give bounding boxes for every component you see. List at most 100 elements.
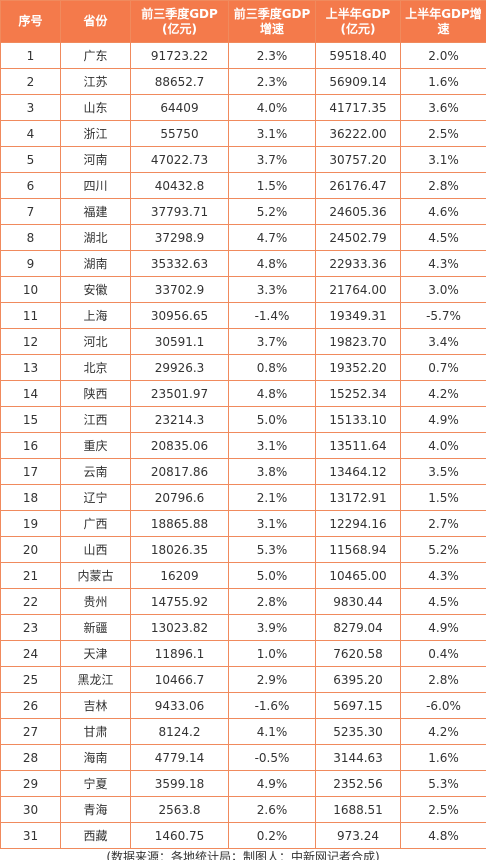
- table-row: 9 湖南 35332.63 4.8% 22933.36 4.3%: [0, 250, 486, 277]
- table-cell: 5: [0, 146, 61, 173]
- table-cell: 40432.8: [130, 172, 229, 199]
- table-cell: 25: [0, 666, 61, 693]
- table-cell: 5.0%: [228, 562, 316, 589]
- table-cell: 河北: [60, 328, 131, 355]
- table-cell: 重庆: [60, 432, 131, 459]
- table-cell: 1.6%: [400, 744, 486, 771]
- table-cell: 江苏: [60, 68, 131, 95]
- table-cell: 88652.7: [130, 68, 229, 95]
- table-row: 30 青海 2563.8 2.6% 1688.51 2.5%: [0, 796, 486, 823]
- table-cell: 0.4%: [400, 640, 486, 667]
- table-cell: 甘肃: [60, 718, 131, 745]
- table-cell: 26: [0, 692, 61, 719]
- table-cell: 11896.1: [130, 640, 229, 667]
- table-cell: -6.0%: [400, 692, 486, 719]
- table-cell: 3599.18: [130, 770, 229, 797]
- table-cell: -5.7%: [400, 302, 486, 329]
- table-cell: 2.0%: [400, 42, 486, 69]
- table-cell: 47022.73: [130, 146, 229, 173]
- table-cell: 陕西: [60, 380, 131, 407]
- table-row: 3 山东 64409 4.0% 41717.35 3.6%: [0, 94, 486, 121]
- table-cell: 23501.97: [130, 380, 229, 407]
- table-cell: 1.6%: [400, 68, 486, 95]
- table-row: 25 黑龙江 10466.7 2.9% 6395.20 2.8%: [0, 666, 486, 693]
- table-cell: 13023.82: [130, 614, 229, 641]
- table-cell: 29926.3: [130, 354, 229, 381]
- table-cell: 12294.16: [315, 510, 401, 537]
- table-cell: 20796.6: [130, 484, 229, 511]
- table-cell: 33702.9: [130, 276, 229, 303]
- table-cell: 20: [0, 536, 61, 563]
- table-cell: 18865.88: [130, 510, 229, 537]
- table-cell: 19352.20: [315, 354, 401, 381]
- table-cell: 安徽: [60, 276, 131, 303]
- table-cell: 55750: [130, 120, 229, 147]
- table-cell: 3.5%: [400, 458, 486, 485]
- table-cell: 11568.94: [315, 536, 401, 563]
- table-cell: 新疆: [60, 614, 131, 641]
- table-cell: 天津: [60, 640, 131, 667]
- table-cell: 30: [0, 796, 61, 823]
- table-cell: 4.0%: [228, 94, 316, 121]
- table-cell: 4: [0, 120, 61, 147]
- table-row: 4 浙江 55750 3.1% 36222.00 2.5%: [0, 120, 486, 147]
- table-row: 10 安徽 33702.9 3.3% 21764.00 3.0%: [0, 276, 486, 303]
- table-row: 14 陕西 23501.97 4.8% 15252.34 4.2%: [0, 380, 486, 407]
- table-cell: 上海: [60, 302, 131, 329]
- table-cell: 2.8%: [400, 666, 486, 693]
- table-cell: 4.2%: [400, 718, 486, 745]
- table-cell: 4.8%: [228, 380, 316, 407]
- table-cell: 23214.3: [130, 406, 229, 433]
- table-row: 11 上海 30956.65 -1.4% 19349.31 -5.7%: [0, 302, 486, 329]
- table-cell: 35332.63: [130, 250, 229, 277]
- table-cell: 1688.51: [315, 796, 401, 823]
- table-cell: 3144.63: [315, 744, 401, 771]
- table-cell: 13511.64: [315, 432, 401, 459]
- table-cell: 1: [0, 42, 61, 69]
- table-cell: 贵州: [60, 588, 131, 615]
- table-cell: 2.7%: [400, 510, 486, 537]
- table-cell: 15252.34: [315, 380, 401, 407]
- table-cell: 福建: [60, 198, 131, 225]
- table-row: 18 辽宁 20796.6 2.1% 13172.91 1.5%: [0, 484, 486, 511]
- table-cell: 2.3%: [228, 42, 316, 69]
- table-cell: 18026.35: [130, 536, 229, 563]
- table-cell: 8124.2: [130, 718, 229, 745]
- table-cell: 山东: [60, 94, 131, 121]
- table-cell: 黑龙江: [60, 666, 131, 693]
- table-row: 28 海南 4779.14 -0.5% 3144.63 1.6%: [0, 744, 486, 771]
- table-row: 27 甘肃 8124.2 4.1% 5235.30 4.2%: [0, 718, 486, 745]
- table-cell: 16: [0, 432, 61, 459]
- table-cell: 5.2%: [228, 198, 316, 225]
- table-cell: 辽宁: [60, 484, 131, 511]
- table-cell: -1.4%: [228, 302, 316, 329]
- table-cell: 北京: [60, 354, 131, 381]
- table-cell: 3.1%: [228, 432, 316, 459]
- table-cell: 9433.06: [130, 692, 229, 719]
- table-cell: 山西: [60, 536, 131, 563]
- table-cell: 973.24: [315, 822, 401, 849]
- table-cell: 2: [0, 68, 61, 95]
- table-cell: 10465.00: [315, 562, 401, 589]
- table-cell: 4.3%: [400, 562, 486, 589]
- table-cell: 4.9%: [400, 614, 486, 641]
- table-row: 21 内蒙古 16209 5.0% 10465.00 4.3%: [0, 562, 486, 589]
- table-row: 6 四川 40432.8 1.5% 26176.47 2.8%: [0, 172, 486, 199]
- table-cell: 20817.86: [130, 458, 229, 485]
- table-cell: 2.5%: [400, 120, 486, 147]
- table-cell: 江西: [60, 406, 131, 433]
- table-cell: 4.9%: [228, 770, 316, 797]
- table-cell: 3.9%: [228, 614, 316, 641]
- table-cell: 5235.30: [315, 718, 401, 745]
- table-cell: 6395.20: [315, 666, 401, 693]
- table-cell: 2.1%: [228, 484, 316, 511]
- header-cell: 序号: [0, 0, 61, 43]
- table-cell: 22: [0, 588, 61, 615]
- table-cell: 27: [0, 718, 61, 745]
- table-cell: 59518.40: [315, 42, 401, 69]
- table-row: 7 福建 37793.71 5.2% 24605.36 4.6%: [0, 198, 486, 225]
- table-cell: 18: [0, 484, 61, 511]
- table-cell: 5697.15: [315, 692, 401, 719]
- table-cell: 4.0%: [400, 432, 486, 459]
